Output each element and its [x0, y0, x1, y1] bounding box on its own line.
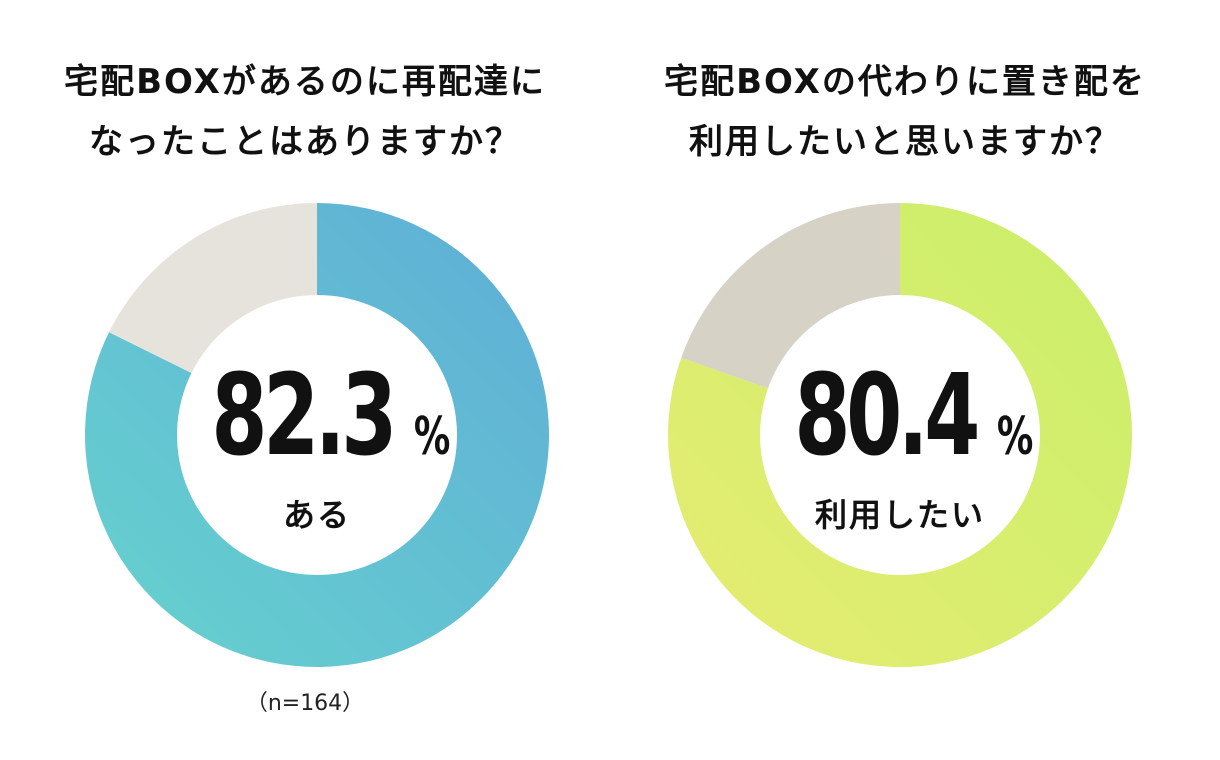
chart-title-line-1: 宅配BOXの代わりに置き配を — [664, 62, 1146, 102]
chart-title-line-2: なったことはありますか？ — [89, 122, 521, 162]
donut-slice-rest — [108, 203, 317, 374]
donut-chart: 80.4% 利用したい — [665, 200, 1135, 670]
chart-title-line-1: 宅配BOXがあるのに再配達に — [64, 62, 546, 102]
donut-slice-main — [668, 203, 1132, 667]
sample-size-note: （n=164） — [245, 691, 365, 716]
chart-panel-right: 宅配BOXの代わりに置き配を 利用したいと思いますか？ 80.4% 利用したい — [600, 0, 1210, 760]
donut-svg — [668, 203, 1132, 667]
donut-svg — [85, 203, 549, 667]
donut-chart: 82.3% ある — [82, 200, 552, 670]
donut-slice-rest — [681, 203, 900, 389]
chart-panel-left: 宅配BOXがあるのに再配達に なったことはありますか？ 82.3% ある （n=… — [64, 62, 552, 716]
center-label: 利用したい — [814, 496, 985, 534]
center-label: ある — [282, 496, 351, 534]
donut-slice-main — [85, 203, 549, 667]
chart-title-line-2: 利用したいと思いますか？ — [689, 122, 1121, 162]
